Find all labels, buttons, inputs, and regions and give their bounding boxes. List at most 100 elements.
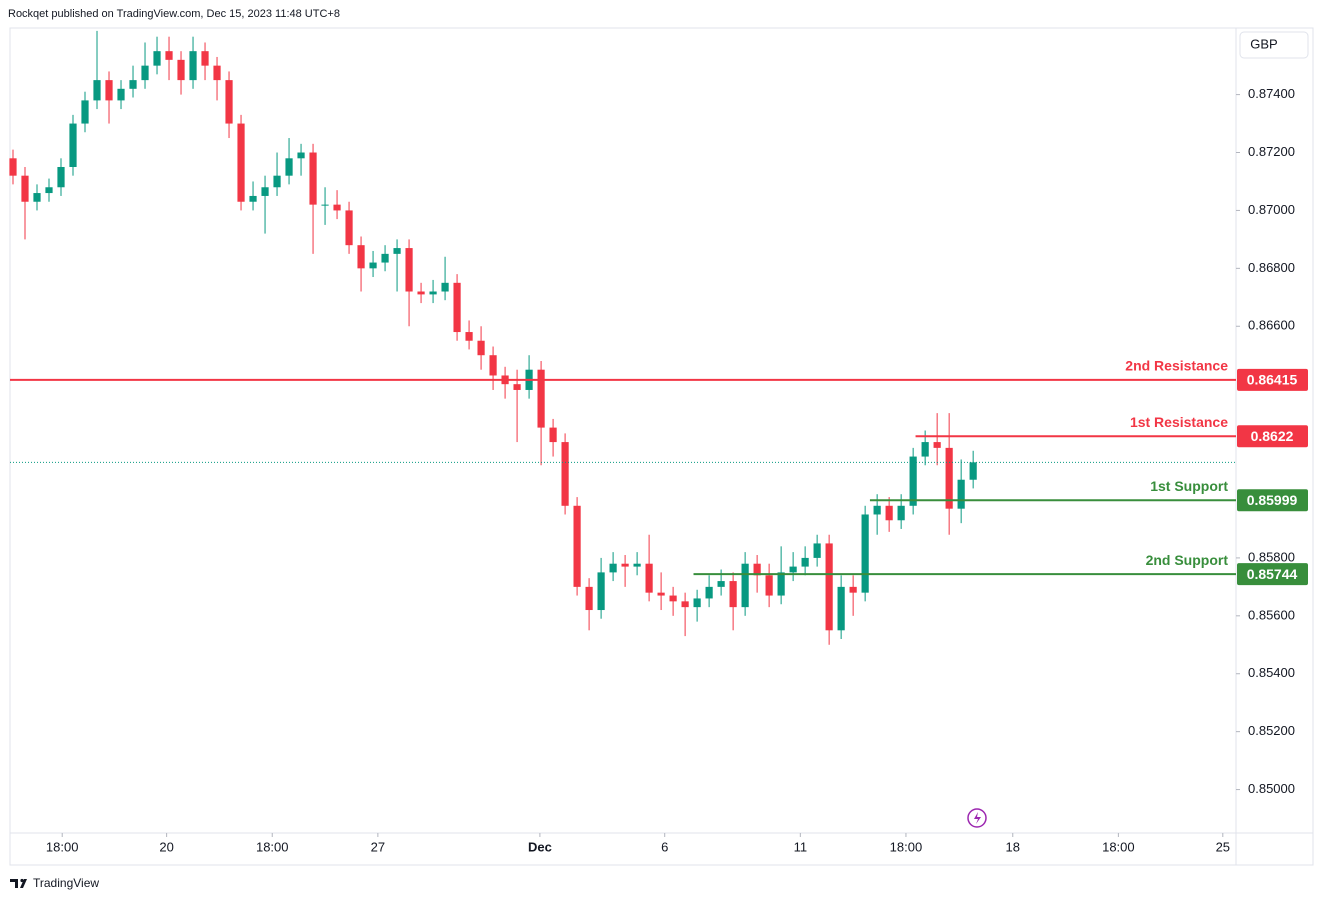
y-tick-label: 0.85200	[1248, 723, 1295, 738]
candle-body	[933, 442, 941, 448]
candle-body	[141, 65, 149, 81]
candle-body	[753, 563, 761, 576]
candle-body	[321, 204, 329, 206]
candle-body	[801, 557, 809, 567]
level-name: 2nd Resistance	[1125, 358, 1228, 374]
candle-body	[153, 51, 161, 66]
x-tick-label: 18:00	[256, 839, 289, 854]
currency-label[interactable]: GBP	[1250, 36, 1277, 51]
event-icon[interactable]	[967, 808, 987, 828]
y-tick-label: 0.86600	[1248, 318, 1295, 333]
candle-body	[393, 248, 401, 254]
logo-dot	[20, 878, 24, 883]
candle-body	[33, 193, 41, 202]
y-tick-label: 0.87200	[1248, 144, 1295, 159]
candle-body	[777, 572, 785, 596]
candle-body	[381, 253, 389, 263]
currency-button[interactable]	[1239, 31, 1309, 59]
candle-body	[681, 601, 689, 608]
candle-body	[273, 175, 281, 188]
candle-body	[405, 248, 413, 292]
candle-body	[789, 566, 797, 573]
level-price-box	[1237, 425, 1308, 448]
x-tick-label: Dec	[528, 839, 552, 854]
candle-body	[645, 563, 653, 593]
candle-body	[909, 456, 917, 506]
candle-body	[417, 291, 425, 295]
candle-body	[693, 598, 701, 608]
candle-body	[81, 100, 89, 124]
candle-body	[765, 575, 773, 596]
level-price-box	[1237, 489, 1308, 512]
y-tick-label: 0.87000	[1248, 202, 1295, 217]
level-price-label: 0.86415	[1247, 372, 1298, 388]
candle-body	[969, 462, 977, 480]
candle-body	[705, 586, 713, 599]
candle-body	[837, 586, 845, 631]
candle-body	[861, 514, 869, 593]
candle-body	[201, 51, 209, 66]
candle-body	[873, 505, 881, 515]
x-tick-label: 18:00	[1102, 839, 1135, 854]
candle-body	[93, 80, 101, 101]
candle-body	[657, 592, 665, 596]
x-tick-label: 6	[661, 839, 668, 854]
candle-body	[105, 80, 113, 101]
candle-body	[609, 563, 617, 573]
candle-body	[309, 152, 317, 205]
candle-body	[573, 505, 581, 587]
candle-body	[261, 187, 269, 196]
event-icon-bolt	[974, 812, 981, 824]
candle-body	[813, 543, 821, 558]
candle-body	[357, 245, 365, 269]
candle-body	[921, 442, 929, 457]
candle-body	[669, 595, 677, 602]
y-tick-label: 0.87400	[1248, 86, 1295, 101]
x-tick-label: 20	[159, 839, 173, 854]
candle-body	[441, 282, 449, 292]
candle-body	[885, 505, 893, 521]
level-price-label: 0.8622	[1251, 428, 1294, 444]
level-name: 2nd Support	[1146, 552, 1229, 568]
candle-body	[477, 340, 485, 356]
x-tick-label: 18:00	[890, 839, 923, 854]
candle-body	[537, 369, 545, 428]
level-name: 1st Resistance	[1130, 414, 1228, 430]
candle-body	[249, 195, 257, 202]
candle-body	[369, 262, 377, 269]
candle-body	[849, 586, 857, 593]
level-name: 1st Support	[1150, 478, 1228, 494]
candle-body	[165, 51, 173, 60]
candle-body	[117, 88, 125, 101]
candle-body	[825, 543, 833, 631]
y-tick-label: 0.85800	[1248, 549, 1295, 564]
candle-body	[45, 187, 53, 194]
chart-frame	[9, 27, 1314, 866]
candle-body	[189, 51, 197, 81]
x-tick-label: 25	[1216, 839, 1230, 854]
candle-body	[21, 175, 29, 202]
candle-body	[225, 80, 233, 124]
candle-body	[285, 158, 293, 176]
level-price-label: 0.85999	[1247, 492, 1298, 508]
candle-body	[633, 563, 641, 567]
level-price-label: 0.85744	[1247, 566, 1298, 582]
y-tick-label: 0.85400	[1248, 665, 1295, 680]
footer-brand: TradingView	[33, 876, 99, 890]
candle-body	[897, 505, 905, 521]
candle-body	[129, 80, 137, 89]
candle-body	[465, 332, 473, 341]
candle-body	[57, 166, 65, 188]
candle-body	[69, 123, 77, 167]
y-tick-label: 0.86800	[1248, 260, 1295, 275]
publisher-note: Rockqet published on TradingView.com, De…	[8, 8, 340, 20]
candle-body	[333, 204, 341, 211]
x-tick-label: 11	[794, 839, 808, 854]
y-tick-label: 0.85600	[1248, 607, 1295, 622]
candle-body	[717, 581, 725, 587]
candle-body	[741, 563, 749, 608]
candle-body	[621, 563, 629, 567]
candle-body	[513, 384, 521, 390]
candle-body	[957, 479, 965, 509]
